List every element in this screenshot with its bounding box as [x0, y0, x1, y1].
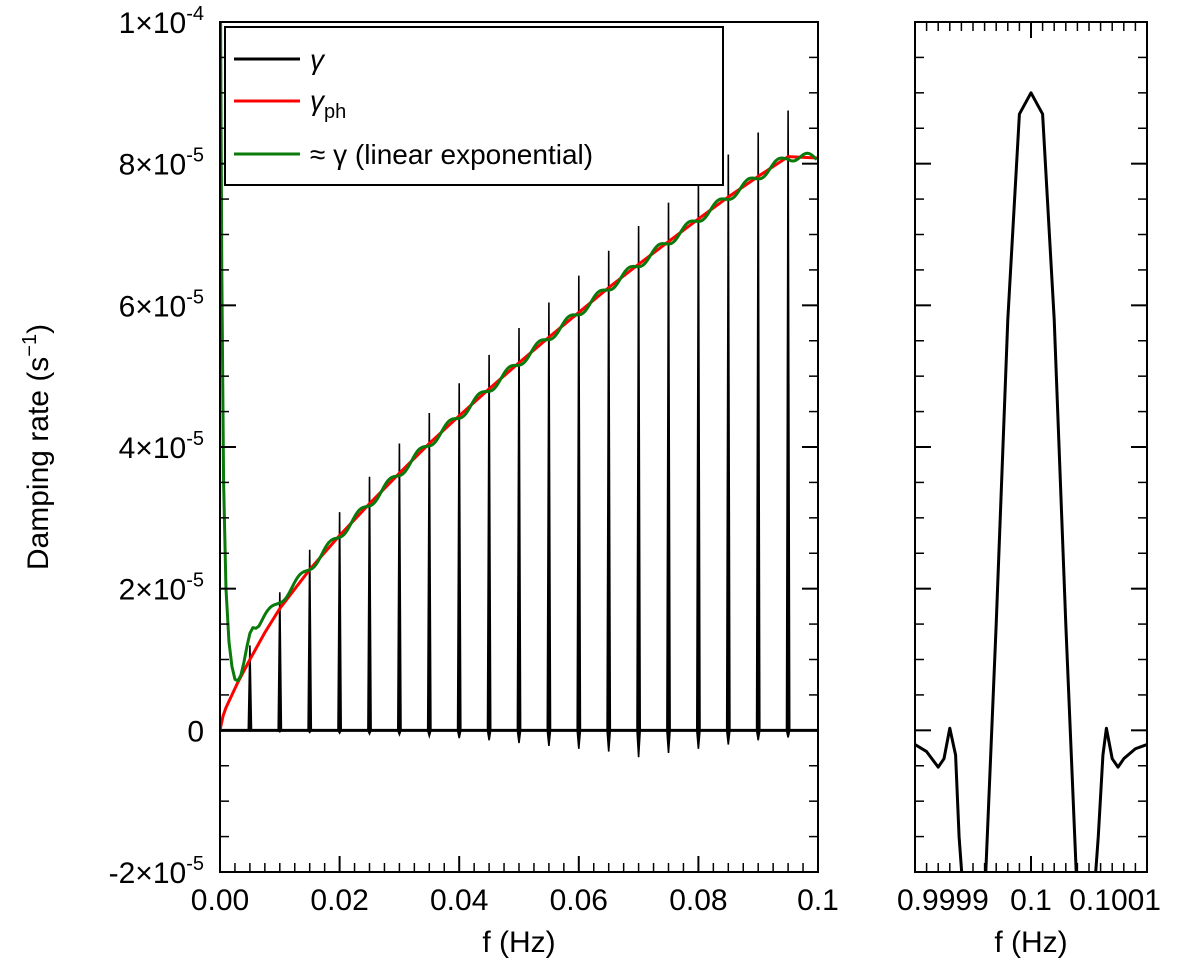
zoom-axis-ticks: 0.9999 0.1 0.1001	[897, 21, 1161, 917]
legend-label-gamma-ph: γph	[310, 85, 346, 123]
gamma-resonance-spike	[516, 327, 522, 744]
gamma-resonance-spike	[367, 476, 372, 736]
x-tick-label: 0.08	[669, 884, 727, 917]
y-axis-title: Damping rate (s−1)	[19, 324, 55, 570]
x-tick-label: 0.00	[191, 884, 249, 917]
legend: γ γph ≈ γ (linear exponential)	[224, 26, 724, 186]
zoom-plot-frame	[914, 21, 1148, 873]
gamma-resonance-spike	[456, 383, 462, 739]
gamma-resonance-spike	[486, 354, 492, 741]
gamma-resonance-spike	[606, 250, 612, 752]
legend-label-approx: ≈ γ (linear exponential)	[310, 139, 593, 170]
main-x-axis-title: f (Hz)	[482, 926, 555, 959]
y-tick-label: 8×10-5	[119, 145, 204, 182]
zoom-chart-panel: 0.9999 0.1 0.1001 f (Hz)	[897, 21, 1161, 959]
gamma-resonance-spike	[307, 549, 313, 734]
zoom-x-axis-title: f (Hz)	[994, 926, 1067, 959]
gamma-resonance-spike	[725, 154, 731, 745]
y-tick-label: -2×10-5	[109, 853, 204, 890]
zoom-x-tick-label: 0.1	[1010, 884, 1052, 917]
approx-gamma-curve	[220, 22, 818, 683]
legend-box	[224, 26, 724, 186]
y-tick-label: 0	[187, 715, 204, 748]
x-tick-label: 0.06	[550, 884, 608, 917]
x-tick-label: 0.04	[430, 884, 488, 917]
zoom-plot-area	[915, 91, 1147, 872]
gamma-resonance-spike	[337, 512, 343, 735]
gamma-resonance-spike	[755, 132, 761, 741]
gamma-resonance-spike	[636, 225, 642, 758]
gamma-resonance-spike	[426, 412, 432, 739]
legend-label-gamma: γ	[310, 44, 326, 75]
zoom-gamma-curve	[915, 91, 1147, 872]
gamma-resonance-spike	[666, 202, 671, 754]
y-tick-label: 1×10-4	[119, 3, 204, 40]
gamma-resonance-spike	[396, 443, 402, 737]
gamma-resonance-spike	[277, 592, 283, 733]
zoom-x-tick-label: 0.9999	[897, 884, 989, 917]
gamma-resonance-spike	[576, 275, 582, 749]
x-tick-label: 0.1	[797, 884, 839, 917]
gamma-resonance-spike	[785, 110, 791, 738]
y-tick-label: 4×10-5	[119, 428, 204, 465]
x-tick-label: 0.02	[310, 884, 368, 917]
gamma-resonance-spike	[546, 302, 552, 746]
main-chart-panel: 0.00 0.02 0.04 0.06 0.08 0.1 1×10-4 8×10-5 6×10-…	[19, 3, 839, 959]
main-plot-area	[220, 22, 818, 758]
main-plot-frame	[219, 21, 819, 873]
y-tick-label: 6×10-5	[119, 286, 204, 323]
gamma-resonance-spike	[247, 645, 253, 732]
zoom-x-tick-label: 0.1001	[1069, 884, 1161, 917]
gamma-resonance-spike	[695, 177, 701, 749]
y-tick-label: 2×10-5	[119, 570, 204, 607]
